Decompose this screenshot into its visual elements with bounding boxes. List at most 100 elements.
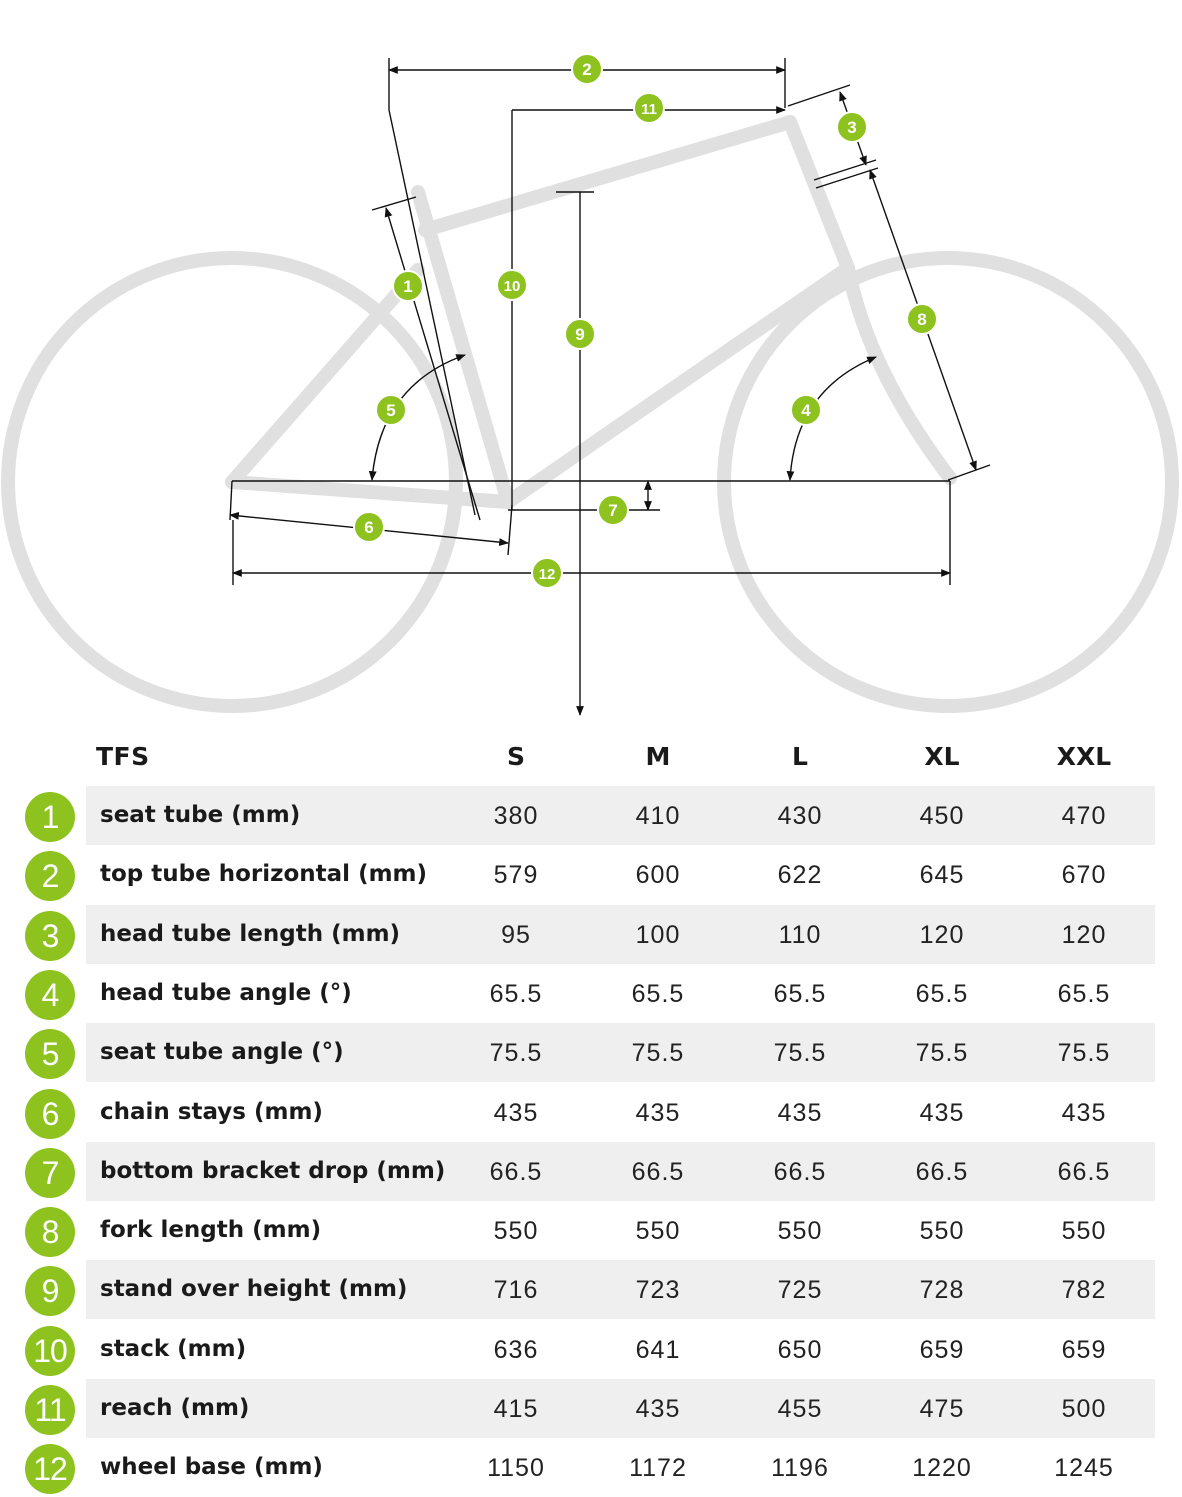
- value-xxl: 550: [1061, 1217, 1107, 1246]
- value-s: 1150: [487, 1454, 545, 1483]
- row-label: seat tube angle (°): [100, 1039, 344, 1066]
- row-label: chain stays (mm): [100, 1098, 323, 1125]
- value-m: 435: [635, 1395, 681, 1423]
- value-l: 66.5: [773, 1157, 827, 1186]
- value-m: 435: [635, 1098, 681, 1127]
- row-label: seat tube (mm): [100, 802, 301, 828]
- size-header-s: S: [506, 742, 525, 771]
- value-xl: 475: [919, 1395, 965, 1423]
- table-row: 3 head tube length (mm) 95 100 110 120 120: [0, 904, 1182, 964]
- value-xl: 659: [919, 1335, 965, 1364]
- value-xxl: 470: [1061, 802, 1107, 830]
- value-xxl: 75.5: [1057, 1039, 1111, 1068]
- marker-label: 3: [847, 118, 856, 137]
- value-xl: 75.5: [915, 1039, 969, 1068]
- value-m: 723: [635, 1276, 681, 1305]
- row-number-badge: 8: [25, 1207, 75, 1258]
- model-name: TFS: [96, 742, 150, 771]
- value-xl: 728: [919, 1276, 965, 1305]
- bike-frame: [225, 115, 957, 509]
- marker-label: 9: [575, 325, 584, 344]
- table-header: TFS S M L XL XXL: [0, 728, 1182, 786]
- row-label: reach (mm): [100, 1395, 250, 1421]
- marker-2: 2: [571, 53, 603, 85]
- value-m: 550: [635, 1217, 681, 1246]
- marker-5: 5: [375, 394, 407, 426]
- marker-4: 4: [790, 394, 822, 426]
- marker-10: 10: [496, 269, 528, 301]
- table-row: 11 reach (mm) 415 435 455 475 500: [0, 1379, 1182, 1438]
- value-xl: 120: [919, 920, 965, 949]
- size-header-xl: XL: [924, 742, 960, 771]
- value-m: 100: [635, 920, 681, 949]
- row-number-badge: 4: [25, 969, 75, 1020]
- marker-label: 1: [403, 277, 412, 296]
- table-row: 7 bottom bracket drop (mm) 66.5 66.5 66.5 66.…: [0, 1141, 1182, 1201]
- row-label: head tube length (mm): [100, 920, 401, 947]
- row-number-badge: 6: [25, 1088, 75, 1139]
- value-xl: 1220: [912, 1454, 972, 1483]
- marker-9: 9: [564, 318, 596, 350]
- value-xxl: 65.5: [1057, 979, 1111, 1008]
- value-l: 725: [777, 1276, 823, 1305]
- value-l: 435: [777, 1098, 823, 1127]
- marker-6: 6: [353, 511, 385, 543]
- row-label: bottom bracket drop (mm): [100, 1157, 446, 1184]
- value-s: 66.5: [489, 1157, 543, 1186]
- value-xxl: 66.5: [1057, 1157, 1111, 1186]
- value-l: 75.5: [773, 1039, 827, 1068]
- row-number-badge: 11: [25, 1385, 75, 1435]
- row-background: [86, 1379, 1155, 1438]
- value-xl: 450: [919, 802, 965, 830]
- value-xl: 66.5: [915, 1157, 969, 1186]
- marker-8: 8: [906, 303, 938, 335]
- table-row: 9 stand over height (mm) 716 723 725 728 782: [0, 1260, 1182, 1320]
- marker-1: 1: [392, 270, 424, 302]
- marker-label: 8: [917, 310, 926, 329]
- marker-3: 3: [836, 111, 868, 143]
- value-xl: 435: [919, 1098, 965, 1127]
- value-xxl: 1245: [1054, 1454, 1114, 1483]
- value-m: 66.5: [631, 1157, 685, 1186]
- row-label: head tube angle (°): [100, 979, 352, 1006]
- value-s: 65.5: [489, 979, 543, 1008]
- value-xxl: 782: [1061, 1276, 1107, 1305]
- table-row: 4 head tube angle (°) 65.5 65.5 65.5 65.5 65.5: [0, 964, 1182, 1023]
- value-xl: 645: [919, 861, 965, 890]
- value-m: 65.5: [631, 979, 685, 1008]
- size-header-l: L: [792, 742, 808, 771]
- row-number-badge: 5: [25, 1029, 75, 1080]
- value-m: 410: [635, 802, 681, 830]
- marker-label: 12: [539, 566, 556, 583]
- value-xxl: 500: [1061, 1395, 1107, 1423]
- marker-7: 7: [597, 494, 629, 526]
- marker-11: 11: [633, 92, 665, 124]
- marker-12: 12: [531, 557, 563, 589]
- value-l: 110: [778, 920, 822, 949]
- size-header-xxl: XXL: [1056, 742, 1112, 771]
- value-l: 622: [777, 861, 823, 890]
- row-label: fork length (mm): [100, 1217, 322, 1244]
- marker-label: 2: [582, 60, 591, 79]
- value-l: 650: [777, 1335, 823, 1364]
- value-s: 75.5: [489, 1039, 543, 1068]
- value-m: 75.5: [631, 1039, 685, 1068]
- value-xxl: 435: [1061, 1098, 1107, 1127]
- row-number-badge: 12: [25, 1444, 75, 1495]
- value-l: 550: [777, 1217, 823, 1246]
- row-label: wheel base (mm): [100, 1454, 323, 1481]
- value-m: 600: [635, 861, 681, 890]
- value-l: 430: [777, 802, 823, 830]
- row-label: top tube horizontal (mm): [100, 861, 428, 888]
- marker-label: 5: [386, 401, 395, 420]
- value-xl: 65.5: [915, 979, 969, 1008]
- row-number-badge: 9: [25, 1266, 75, 1317]
- value-l: 1196: [771, 1454, 829, 1483]
- value-s: 435: [493, 1098, 539, 1127]
- row-background: [86, 1141, 1155, 1201]
- dimension-lines: [229, 58, 991, 716]
- row-background: [86, 1023, 1155, 1083]
- value-l: 65.5: [773, 979, 827, 1008]
- value-s: 636: [493, 1335, 539, 1364]
